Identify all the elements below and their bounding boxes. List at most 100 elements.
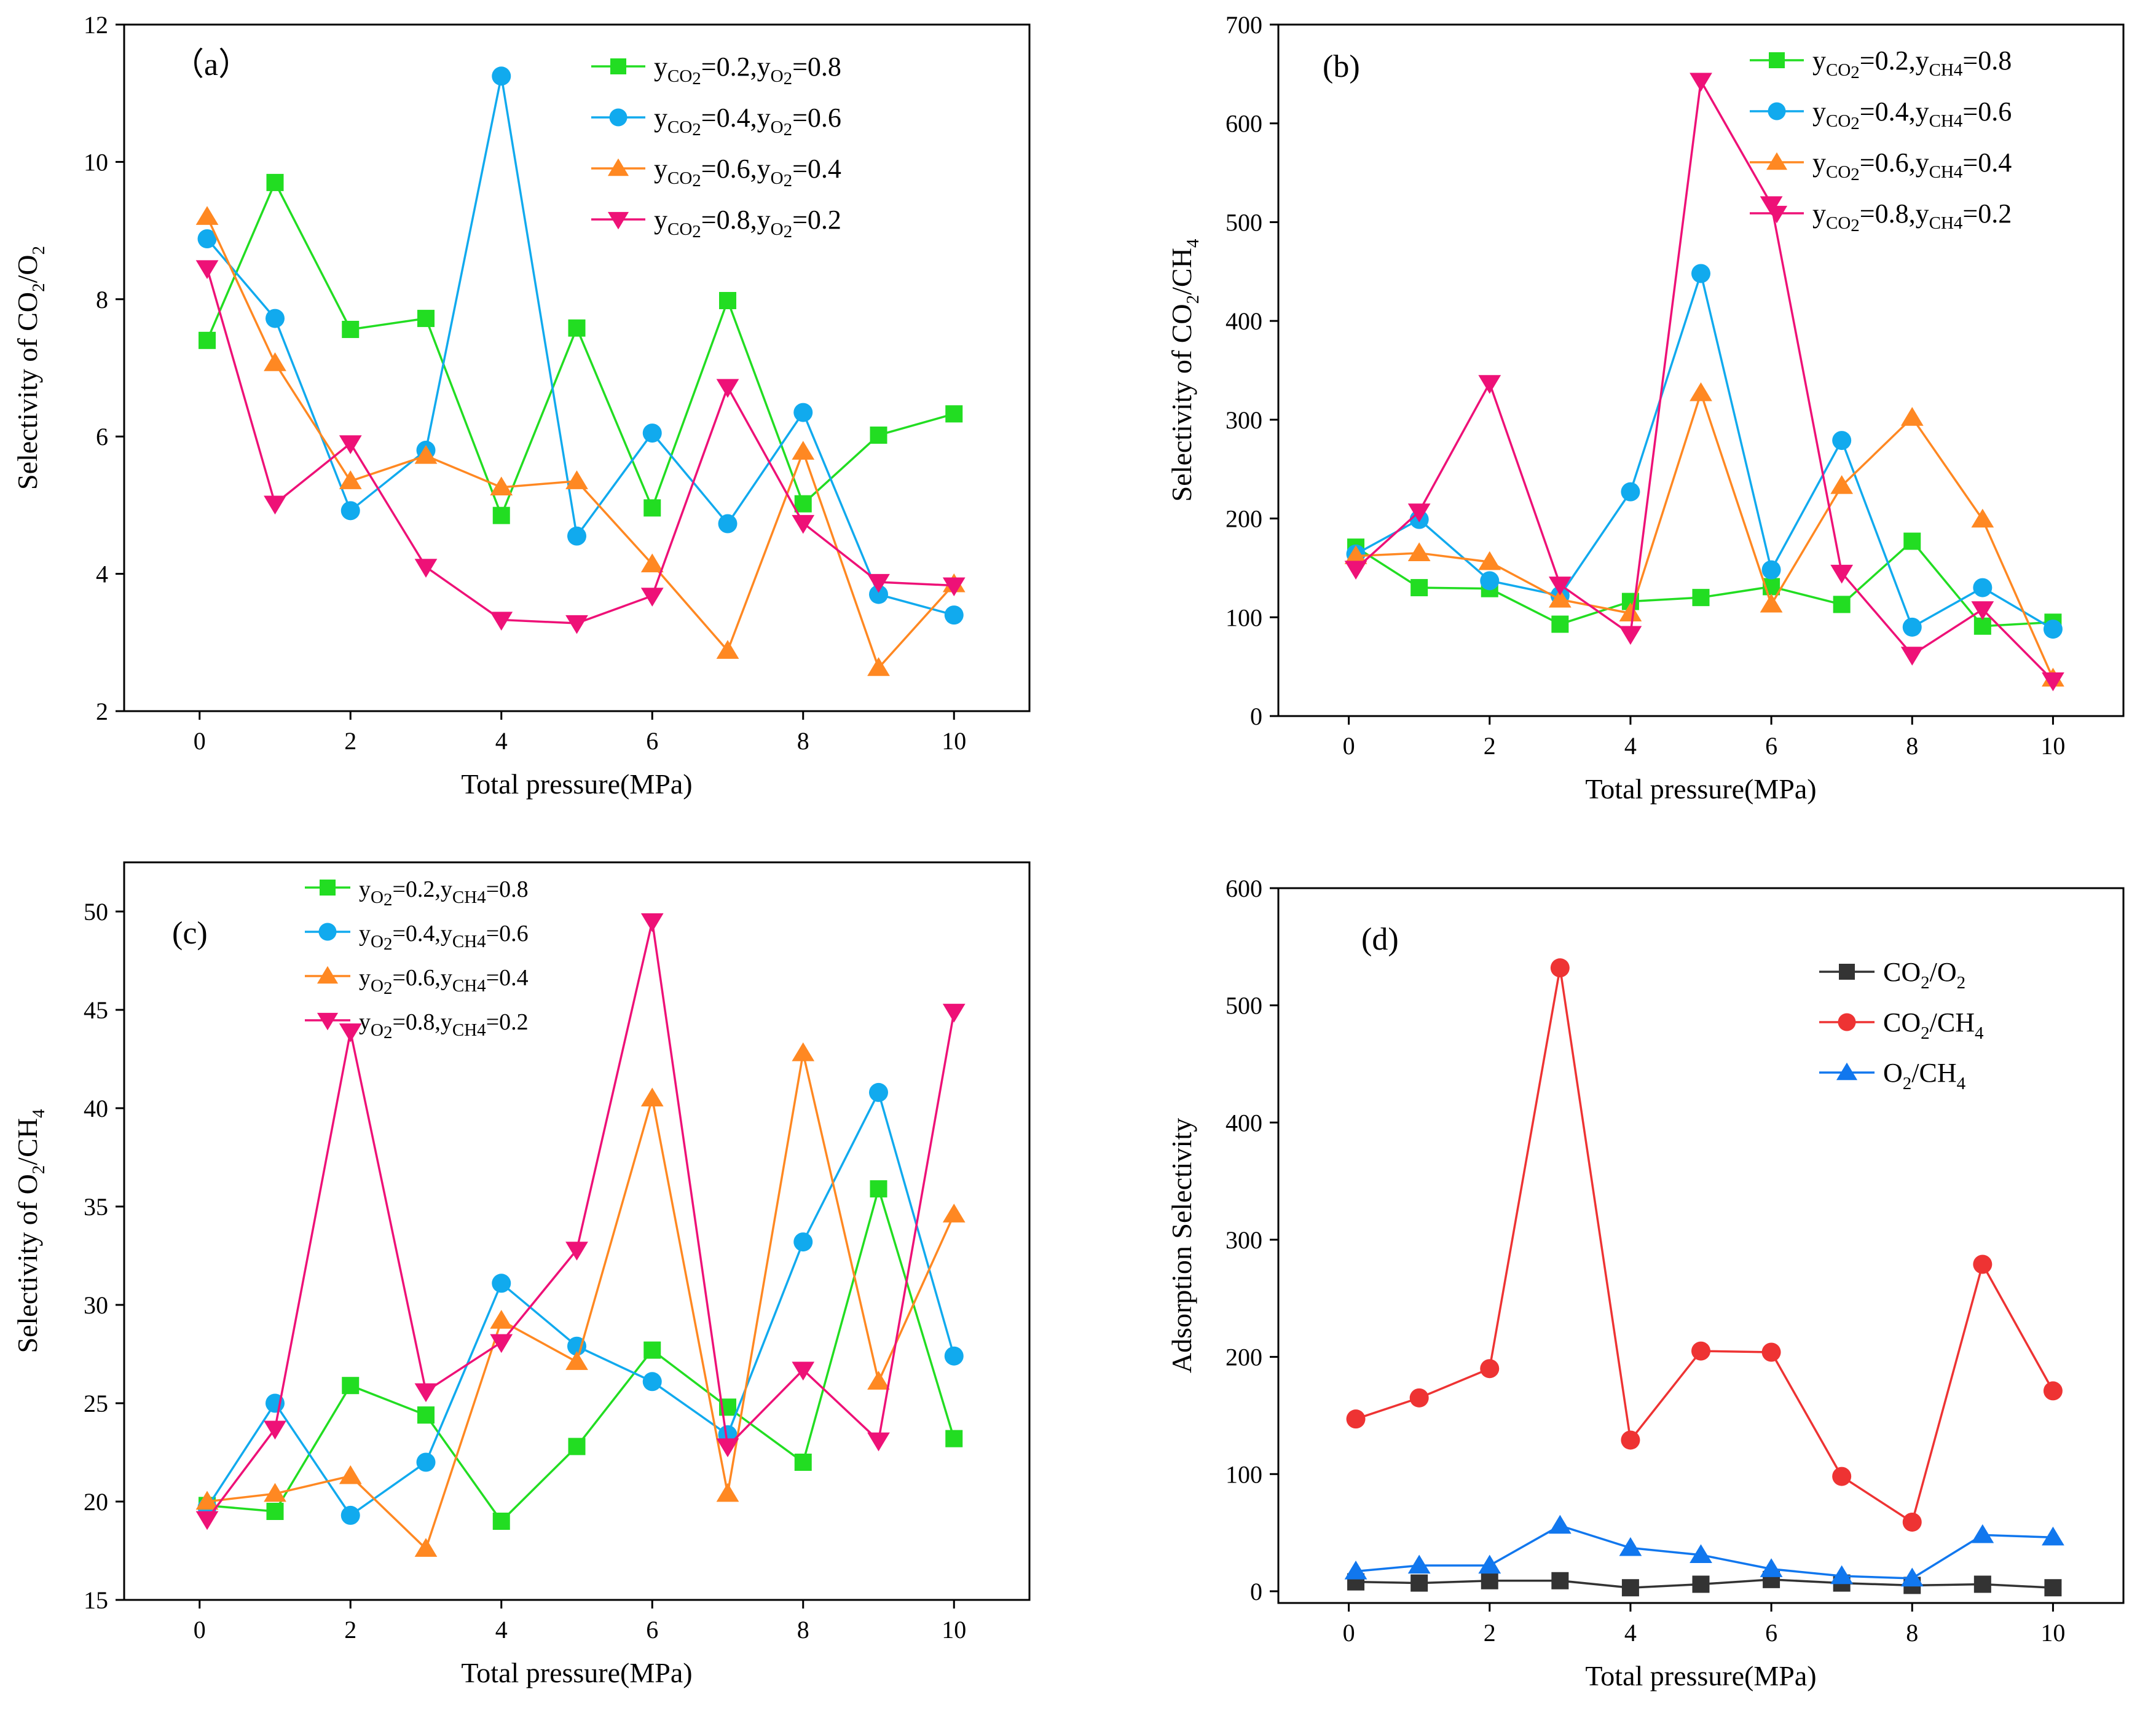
x-tick-label: 6 — [646, 727, 658, 755]
data-point — [1692, 589, 1710, 607]
legend-label: yCO2=0.6,yCH4=0.4 — [1812, 148, 2012, 184]
data-point — [1902, 1512, 1922, 1532]
y-tick-label: 400 — [1226, 307, 1262, 335]
data-point — [340, 1505, 360, 1525]
panel-c: 0 2 4 6 8 10 15 20 25 30 35 40 45 50 Total pressure(MP… — [12, 861, 1031, 1688]
data-point — [945, 1430, 963, 1447]
data-point — [643, 1341, 661, 1359]
y-tick-label: 10 — [84, 148, 108, 176]
x-tick-label: 10 — [942, 1616, 966, 1644]
data-point — [414, 1383, 438, 1403]
data-point — [1900, 1567, 1924, 1587]
data-point — [195, 1491, 219, 1510]
legend-label: yCO2=0.2,yCH4=0.8 — [1812, 45, 2012, 82]
data-point — [1760, 196, 1783, 215]
series-line — [1355, 269, 2054, 631]
series-line — [206, 179, 954, 519]
data-point — [1621, 482, 1640, 502]
x-tick-label: 0 — [1343, 732, 1355, 760]
data-point — [1830, 475, 1854, 494]
data-point — [1550, 958, 1570, 978]
panel-label: (d) — [1361, 922, 1399, 957]
data-point — [492, 66, 511, 86]
y-tick-label: 200 — [1226, 1344, 1262, 1371]
data-point — [640, 1087, 664, 1107]
legend-label: yO2=0.6,yCH4=0.4 — [359, 965, 529, 998]
y-tick-label: 6 — [96, 423, 108, 451]
data-point — [264, 1483, 286, 1502]
data-point — [414, 1538, 438, 1557]
data-point — [1548, 577, 1572, 596]
data-point — [339, 1023, 362, 1042]
data-point — [490, 612, 513, 631]
data-point — [640, 588, 664, 607]
data-point — [1832, 1467, 1852, 1486]
data-point — [1410, 1574, 1428, 1592]
data-point — [1548, 1514, 1572, 1534]
x-tick-label: 2 — [1484, 732, 1496, 760]
data-point — [1690, 73, 1712, 92]
y-tick-label: 4 — [96, 561, 108, 588]
legend-label: yO2=0.4,yCH4=0.6 — [359, 921, 529, 954]
data-point — [340, 501, 360, 521]
data-point — [869, 1082, 888, 1102]
data-point — [867, 657, 890, 676]
legend-marker — [1838, 1013, 1856, 1031]
y-tick-label: 0 — [1250, 1578, 1262, 1605]
legend-marker — [1839, 964, 1855, 980]
y-tick-label: 500 — [1226, 992, 1262, 1020]
legend-marker — [1766, 205, 1788, 224]
data-point — [869, 585, 888, 604]
data-point — [414, 559, 438, 578]
data-point — [1973, 1254, 1993, 1274]
data-point — [718, 514, 738, 534]
legend-marker — [1768, 102, 1786, 120]
data-point — [567, 526, 586, 546]
data-point — [492, 506, 510, 524]
data-point — [716, 640, 739, 659]
y-axis-title: Selectivity of CO2/CH4 — [1166, 238, 1203, 502]
panel-label: (c) — [172, 916, 208, 951]
data-point — [199, 331, 216, 349]
data-point — [1830, 564, 1854, 584]
y-axis-title: Selectivity of O2/CH4 — [12, 1109, 49, 1353]
x-tick-label: 0 — [194, 1616, 206, 1644]
data-point — [794, 495, 812, 513]
data-point — [490, 1334, 513, 1353]
x-tick-label: 2 — [344, 1616, 356, 1644]
data-point — [195, 1511, 219, 1530]
series-line — [1355, 967, 2054, 1524]
data-point — [870, 1180, 887, 1198]
data-point — [492, 1513, 510, 1530]
y-tick-label: 600 — [1226, 110, 1262, 138]
y-tick-label: 30 — [84, 1291, 108, 1319]
legend-marker — [320, 880, 336, 896]
legend-marker — [317, 966, 339, 984]
legend-label: yCO2=0.6,yO2=0.4 — [654, 154, 841, 191]
y-tick-label: 100 — [1226, 604, 1262, 631]
x-tick-label: 10 — [942, 727, 966, 755]
data-point — [1478, 375, 1501, 394]
data-point — [1619, 626, 1642, 645]
data-point — [794, 1454, 812, 1471]
x-tick-label: 4 — [495, 1616, 508, 1644]
x-tick-label: 0 — [194, 727, 206, 755]
data-point — [1407, 542, 1431, 561]
data-point — [2042, 1526, 2064, 1546]
data-point — [1691, 1341, 1710, 1361]
data-point — [1973, 617, 1991, 635]
data-point — [1478, 1554, 1501, 1574]
data-point — [942, 577, 966, 597]
data-point — [1621, 1430, 1640, 1450]
x-tick-label: 4 — [1624, 732, 1637, 760]
data-point — [414, 444, 438, 464]
data-point — [870, 426, 887, 444]
data-point — [565, 615, 588, 634]
data-point — [792, 514, 815, 534]
data-point — [1407, 503, 1431, 522]
data-point — [1478, 551, 1501, 570]
series-line — [207, 1053, 955, 1551]
data-point — [792, 1361, 815, 1381]
legend-marker — [318, 923, 337, 941]
legend-label: yO2=0.2,yCH4=0.8 — [359, 876, 529, 910]
